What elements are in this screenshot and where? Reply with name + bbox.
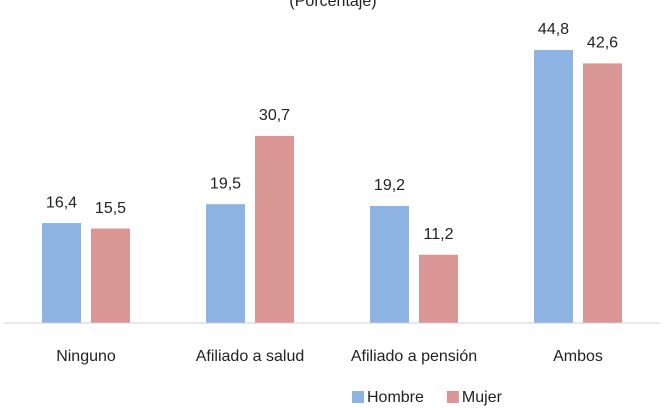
bar [91,228,130,323]
data-label: 30,7 [259,107,290,124]
data-label: 19,5 [210,175,241,192]
data-label: 44,8 [538,21,569,38]
legend-label: Hombre [367,389,424,406]
data-label: 15,5 [95,200,126,217]
bar [255,135,294,323]
bar [370,205,409,323]
chart-subtitle: (Porcentaje) [289,0,376,10]
bar [583,63,622,323]
x-tick-label: Afiliado a pensión [351,348,477,365]
data-label: 16,4 [46,194,77,211]
legend-label: Mujer [462,389,503,406]
bar [206,204,245,323]
x-tick-label: Afiliado a salud [196,348,305,365]
bar [42,223,81,323]
data-label: 42,6 [587,35,618,52]
x-tick-label: Ambos [553,348,603,365]
data-label: 19,2 [374,177,405,194]
x-tick-label: Ninguno [56,348,116,365]
legend-swatch [352,391,364,403]
legend-swatch [446,391,459,403]
bar [419,254,458,323]
data-label: 11,2 [424,226,454,243]
bar [534,49,573,324]
